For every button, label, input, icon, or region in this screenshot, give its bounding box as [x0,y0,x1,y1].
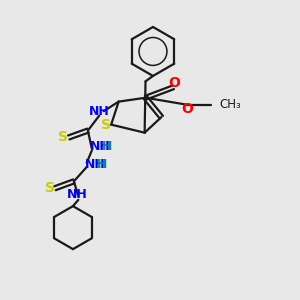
Text: CH₃: CH₃ [220,98,241,111]
Text: NH: NH [84,158,105,171]
Text: H: H [96,158,107,171]
Text: S: S [101,118,111,132]
Text: H: H [101,140,112,153]
Text: NH: NH [89,140,110,153]
Text: O: O [168,76,180,90]
Text: S: S [58,130,68,145]
Text: NH: NH [89,105,110,118]
Text: NH: NH [68,188,88,201]
Text: O: O [182,102,193,116]
Text: S: S [45,181,55,195]
